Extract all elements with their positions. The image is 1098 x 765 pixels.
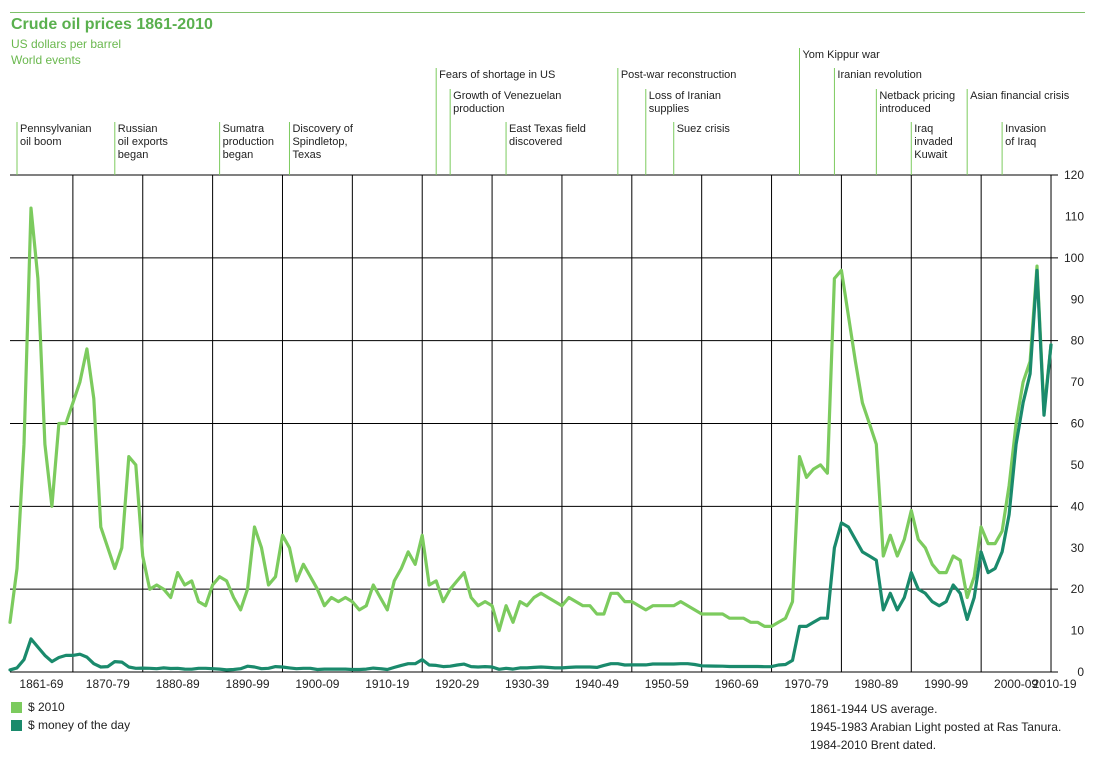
chart-axes: 0 10 20 30 40 50 60 70 80 90 100 110 120 1861-69 1870-… xyxy=(19,168,1084,691)
legend-item-2010-dollars: $ 2010 xyxy=(11,700,65,714)
y-tick-label: 80 xyxy=(1071,334,1085,348)
event-label-line: oil boom xyxy=(20,136,62,148)
legend-swatch xyxy=(11,701,22,713)
event-label: Asian financial crisis xyxy=(970,90,1070,102)
x-tick-label: 1960-69 xyxy=(715,677,759,691)
event-label: Fears of shortage in US xyxy=(439,69,555,81)
event-label-line: production xyxy=(223,136,274,148)
event-label-line: East Texas field xyxy=(509,123,586,135)
event-label-line: Iranian revolution xyxy=(837,69,921,81)
series-line-2010-dollars xyxy=(8,206,1053,633)
x-tick-label: 1970-79 xyxy=(784,677,828,691)
x-tick-label: 1980-89 xyxy=(854,677,898,691)
legend-label: $ money of the day xyxy=(28,718,131,732)
chart-series xyxy=(8,206,1053,672)
event-label-line: Spindletop, xyxy=(292,136,347,148)
event-label-line: Asian financial crisis xyxy=(970,90,1070,102)
event-label-line: Pennsylvanian xyxy=(20,123,92,135)
event-label: Suez crisis xyxy=(677,123,731,135)
event-label-line: Russian xyxy=(118,123,158,135)
event-label: Iraq invaded Kuwait xyxy=(914,123,953,161)
event-label-line: Discovery of xyxy=(292,123,353,135)
y-tick-label: 30 xyxy=(1071,541,1085,555)
event-label-line: Sumatra xyxy=(223,123,265,135)
event-label: Russian oil exports began xyxy=(118,123,169,161)
event-label-line: Kuwait xyxy=(914,149,947,161)
events-heading: World events xyxy=(11,53,81,67)
source-notes: 1861-1944 US average. 1945-1983 Arabian … xyxy=(810,700,1061,754)
event-label-line: discovered xyxy=(509,136,562,148)
event-label: Yom Kippur war xyxy=(802,49,880,61)
chart-grid xyxy=(10,174,1058,673)
note-line: 1861-1944 US average. xyxy=(810,702,938,716)
y-tick-label: 90 xyxy=(1071,292,1085,306)
event-label-line: oil exports xyxy=(118,136,169,148)
x-tick-label: 1890-99 xyxy=(226,677,270,691)
event-label: Netback pricing introduced xyxy=(879,90,955,115)
y-tick-label: 120 xyxy=(1064,168,1084,182)
event-label-line: supplies xyxy=(649,103,690,115)
event-label-line: Fears of shortage in US xyxy=(439,69,555,81)
x-tick-label: 1900-09 xyxy=(295,677,339,691)
x-tick-label: 2010-19 xyxy=(1032,677,1076,691)
event-label: Sumatra production began xyxy=(223,123,274,161)
y-tick-label: 20 xyxy=(1071,582,1085,596)
y-tick-label: 70 xyxy=(1071,375,1085,389)
event-label-line: invaded xyxy=(914,136,953,148)
legend-swatch xyxy=(11,719,22,731)
event-label-line: Growth of Venezuelan xyxy=(453,90,561,102)
legend-item-money-of-the-day: $ money of the day xyxy=(11,718,130,732)
event-label-line: Texas xyxy=(292,149,321,161)
y-tick-label: 0 xyxy=(1077,665,1084,679)
event-label: East Texas field discovered xyxy=(509,123,586,148)
event-label: Discovery of Spindletop, Texas xyxy=(292,123,353,161)
y-tick-label: 60 xyxy=(1071,417,1085,431)
event-label-line: introduced xyxy=(879,103,930,115)
x-tick-label: 1950-59 xyxy=(645,677,689,691)
y-tick-label: 110 xyxy=(1065,209,1084,223)
event-label-line: Post-war reconstruction xyxy=(621,69,737,81)
y-tick-label: 50 xyxy=(1071,458,1085,472)
series-line-money-of-the-day xyxy=(8,268,1053,672)
chart-title: Crude oil prices 1861-2010 xyxy=(11,16,213,33)
x-tick-label: 1920-29 xyxy=(435,677,479,691)
event-label-line: began xyxy=(223,149,254,161)
event-label: Post-war reconstruction xyxy=(621,69,737,81)
top-rule xyxy=(10,12,1085,13)
note-line: 1945-1983 Arabian Light posted at Ras Ta… xyxy=(810,720,1062,734)
chart-subtitle: US dollars per barrel xyxy=(11,37,122,51)
y-tick-label: 10 xyxy=(1071,624,1085,638)
y-tick-label: 40 xyxy=(1071,499,1085,513)
event-label-line: Invasion xyxy=(1005,123,1046,135)
event-label: Iranian revolution xyxy=(837,69,921,81)
event-label-line: Netback pricing xyxy=(879,90,955,102)
event-label-line: Loss of Iranian xyxy=(649,90,721,102)
x-tick-label: 2000-09 xyxy=(994,677,1038,691)
event-label: Loss of Iranian supplies xyxy=(649,90,721,115)
event-label-line: production xyxy=(453,103,504,115)
legend-label: $ 2010 xyxy=(28,700,65,714)
x-tick-label: 1940-49 xyxy=(575,677,619,691)
event-label-line: of Iraq xyxy=(1005,136,1036,148)
event-label-line: Suez crisis xyxy=(677,123,731,135)
x-tick-label: 1870-79 xyxy=(86,677,130,691)
event-label-line: began xyxy=(118,149,149,161)
y-tick-label: 100 xyxy=(1064,251,1084,265)
x-tick-label: 1861-69 xyxy=(19,677,63,691)
event-label-line: Yom Kippur war xyxy=(802,49,880,61)
event-label: Pennsylvanian oil boom xyxy=(20,123,92,148)
x-tick-label: 1880-89 xyxy=(156,677,200,691)
x-tick-label: 1910-19 xyxy=(365,677,409,691)
note-line: 1984-2010 Brent dated. xyxy=(810,738,937,752)
event-label-line: Iraq xyxy=(914,123,933,135)
event-label: Growth of Venezuelan production xyxy=(453,90,561,115)
event-label: Invasion of Iraq xyxy=(1005,123,1046,148)
x-tick-label: 1930-39 xyxy=(505,677,549,691)
x-tick-label: 1990-99 xyxy=(924,677,968,691)
